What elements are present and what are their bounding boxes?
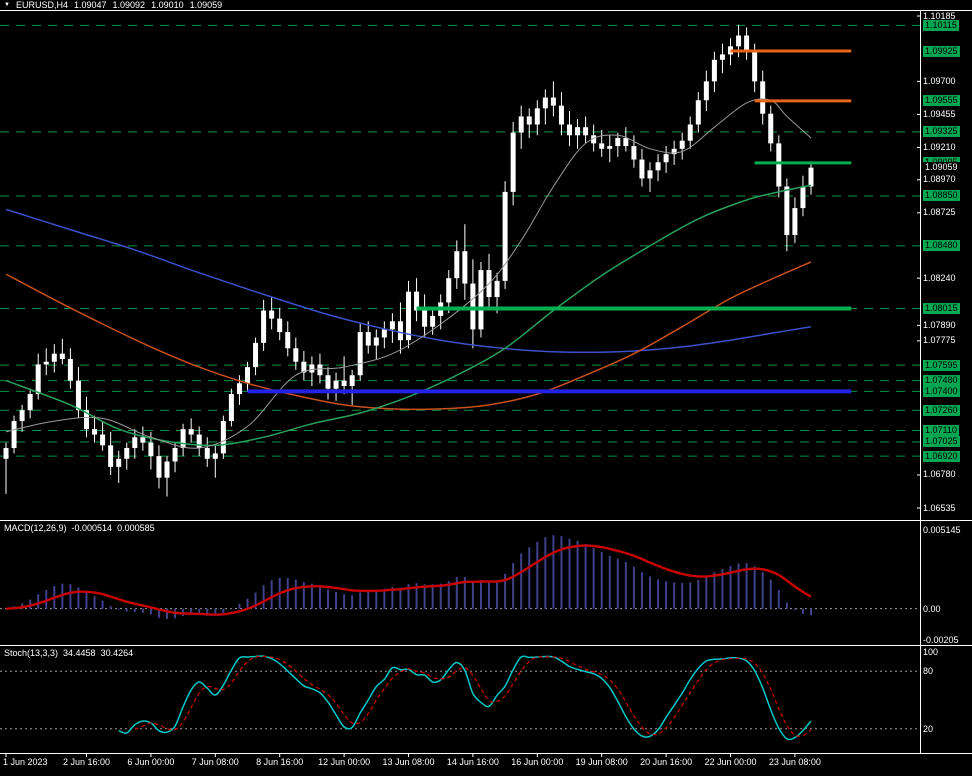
ohlc-high: 1.09092: [112, 0, 146, 10]
macd-axis-label: -0.00205: [923, 635, 959, 645]
level-price-badge: 1.07110: [923, 424, 959, 436]
macd-axis-label: 0.005145: [923, 525, 961, 535]
level-price-badge: 1.10115: [923, 19, 959, 31]
price-axis-label: 1.07775: [923, 335, 956, 346]
macd-indicator-title: MACD(12,26,9) -0.000514 0.000585: [4, 523, 155, 533]
stoch-axis-label: 20: [923, 723, 934, 734]
price-axis-label: 1.10185: [923, 10, 956, 21]
price-axis-label: 1.09210: [923, 141, 956, 152]
time-axis-label: 1 Jun 2023: [3, 757, 48, 767]
level-price-badge: 1.08015: [923, 303, 960, 314]
level-price-badge: 1.08850: [923, 190, 960, 202]
ohlc-close: 1.09059: [189, 0, 223, 10]
level-price-badge: 1.07025: [923, 436, 960, 448]
macd-value-main: -0.000514: [71, 523, 113, 533]
chart-title-bar: ▼ EURUSD,H4 1.09047 1.09092 1.09010 1.09…: [0, 0, 222, 10]
level-price-badge: 1.07595: [923, 359, 960, 371]
price-axis-label: 1.08725: [923, 207, 956, 218]
time-axis-label: 16 Jun 00:00: [511, 757, 564, 767]
price-axis-label: 1.06780: [923, 469, 956, 480]
price-axis-label: 1.09455: [923, 108, 956, 119]
time-axis-label: 2 Jun 16:00: [62, 757, 111, 767]
time-axis-label: 23 Jun 08:00: [768, 757, 821, 767]
time-axis-label: 22 Jun 00:00: [704, 757, 757, 767]
price-axis-label: 1.08970: [923, 174, 956, 185]
macd-value-signal: 0.000585: [117, 523, 155, 533]
symbol-dropdown-icon[interactable]: ▼: [4, 2, 10, 8]
time-axis-label: 13 Jun 08:00: [382, 757, 435, 767]
ohlc-low: 1.09010: [151, 0, 184, 10]
level-price-badge: 1.06920: [923, 450, 960, 462]
time-axis-label: 19 Jun 08:00: [575, 757, 628, 767]
level-price-badge: 1.07400: [923, 385, 960, 397]
stoch-axis-label: 80: [923, 666, 934, 677]
time-axis-label: 6 Jun 00:00: [127, 757, 175, 767]
level-price-badge: 1.09925: [923, 45, 960, 57]
price-axis-label: 1.09700: [923, 75, 956, 86]
level-price-badge: 1.09325: [923, 126, 960, 138]
level-price-badge: 1.08480: [923, 240, 960, 252]
level-price-badge: 1.07480: [923, 375, 960, 387]
stoch-value-main: 34.4458: [63, 648, 96, 658]
stoch-indicator-label: Stoch(13,3,3): [4, 648, 59, 658]
level-price-badge: 1.07260: [923, 404, 960, 416]
time-axis-label: 14 Jun 16:00: [446, 757, 499, 767]
macd-axis-label: 0.00: [923, 603, 941, 614]
ohlc-open: 1.09047: [73, 0, 107, 10]
current-price-badge: 1.09059: [923, 162, 960, 174]
stoch-axis-label: 100: [923, 647, 939, 657]
time-axis-label: 8 Jun 16:00: [256, 757, 304, 767]
price-axis-label: 1.06535: [923, 502, 956, 513]
time-axis-label: 7 Jun 08:00: [191, 757, 239, 767]
price-axis-label: 1.07890: [923, 319, 956, 330]
time-axis-label: 12 Jun 00:00: [318, 757, 371, 767]
stoch-value-signal: 30.4264: [100, 648, 134, 658]
stoch-indicator-title: Stoch(13,3,3) 34.4458 30.4264: [4, 648, 133, 658]
macd-indicator-label: MACD(12,26,9): [4, 523, 67, 533]
level-price-badge: 1.09555: [923, 95, 960, 107]
symbol-timeframe: EURUSD,H4: [15, 0, 68, 10]
time-axis-label: 20 Jun 16:00: [640, 757, 693, 767]
price-axis-label: 1.08240: [923, 272, 956, 283]
